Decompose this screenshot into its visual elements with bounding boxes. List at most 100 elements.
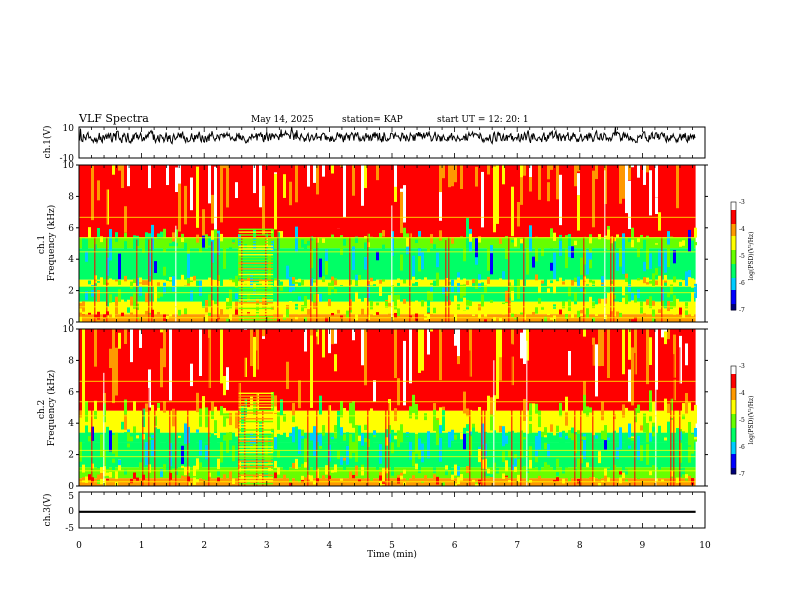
spectrogram-cell <box>541 252 544 273</box>
spectrogram-cell <box>436 289 439 295</box>
spectrogram-cell <box>607 437 610 441</box>
spectrogram-cell <box>274 406 277 414</box>
spectrogram-cell <box>118 165 121 171</box>
spectrogram-cell <box>232 279 235 283</box>
spectrogram-cell <box>667 244 670 267</box>
spectrogram-cell <box>532 403 535 417</box>
spectrogram-cell <box>88 227 91 239</box>
spectrogram-cell <box>640 445 643 461</box>
spectrogram-cell <box>364 165 367 189</box>
spectrogram-cell <box>343 408 346 422</box>
spectrogram-cell <box>403 185 406 221</box>
spectrogram-burst <box>106 166 108 322</box>
spectrogram-tone-line <box>79 285 696 287</box>
spectrogram-cell <box>115 347 118 396</box>
colorbar-cell <box>731 282 736 285</box>
colorbar-cell <box>731 278 736 281</box>
spectrogram-cell <box>205 407 208 428</box>
spectrogram-cell <box>211 194 214 224</box>
spectrogram-cell <box>499 278 502 285</box>
spectrogram-cell <box>208 165 211 204</box>
spectrogram-cell <box>523 165 526 176</box>
ch2-spectrogram-ylabel-channel: ch.2 Frequency (kHz) <box>37 370 57 447</box>
spectrogram-cell <box>160 329 163 333</box>
spectrogram-cell <box>121 282 124 285</box>
spectrogram-burst <box>316 205 318 322</box>
spectrogram-cell <box>376 334 379 352</box>
spectrogram-cell <box>553 252 556 273</box>
colorbar-cell <box>731 398 736 401</box>
spectrogram-cell <box>487 278 490 284</box>
spectrogram-cell <box>94 482 97 485</box>
spectrogram-cell <box>373 278 376 281</box>
spectrogram-cell <box>295 458 298 470</box>
spectrogram-cell <box>580 257 583 275</box>
spectrogram-cell <box>499 329 502 358</box>
spectrogram-cell <box>532 256 535 268</box>
spectrogram-cell <box>148 165 151 189</box>
spectrogram-cell <box>649 432 652 442</box>
spectrogram-cell <box>664 275 667 281</box>
spectrogram-cell <box>352 441 355 453</box>
spectrogram-cell <box>400 424 403 443</box>
spectrogram-cell <box>544 237 547 247</box>
spectrogram-cell <box>571 472 574 479</box>
spectrogram-cell <box>616 447 619 460</box>
spectrogram-cell <box>529 165 532 192</box>
spectrogram-cell <box>601 252 604 262</box>
spectrogram-cell <box>346 310 349 318</box>
spectrogram-cell <box>448 431 451 448</box>
spectrogram-cell <box>100 249 103 264</box>
xtick-label: 3 <box>264 541 270 551</box>
colorbar-cell <box>731 244 736 247</box>
spectrogram-cell <box>616 347 619 408</box>
colorbar-cell <box>731 210 736 213</box>
spectrogram-cell <box>694 435 697 441</box>
spectrogram-cell <box>661 329 664 338</box>
spectrogram-cell <box>571 312 574 315</box>
spectrogram-event-line <box>238 451 274 454</box>
spectrogram-cell <box>337 309 340 314</box>
spectrogram-cell <box>412 283 415 288</box>
spectrogram-cell <box>475 238 478 258</box>
colorbar-cell <box>731 456 736 459</box>
spectrogram-burst <box>349 233 351 322</box>
spectrogram-cell <box>472 423 475 432</box>
spectrogram-cell <box>622 297 625 309</box>
spectrogram-cell <box>280 399 283 416</box>
spectrogram-cell <box>343 329 346 350</box>
colorbar-cell <box>731 382 736 385</box>
spectrogram-cell <box>568 430 571 438</box>
spectrogram-cell <box>667 329 670 340</box>
spectrogram-cell <box>658 275 661 281</box>
spectrogram-burst <box>169 406 171 486</box>
spectrogram-cell <box>478 406 481 418</box>
colorbar-cell <box>731 280 736 283</box>
spectrogram-cell <box>460 284 463 299</box>
spectrogram-cell <box>142 239 145 253</box>
colorbar-cell <box>731 452 736 455</box>
spectrogram-cell <box>79 316 82 322</box>
spectrogram-cell <box>379 279 382 284</box>
spectrogram-cell <box>565 396 568 414</box>
spectrogram-cell <box>364 468 367 472</box>
spectrogram-cell <box>607 285 610 298</box>
time-axis-tick-labels: 0 1 2 3 4 5 6 7 8 9 10 <box>76 541 711 551</box>
spectrogram-cell <box>439 329 442 374</box>
spectrogram-cell <box>688 402 691 418</box>
spectrogram-cell <box>457 477 460 485</box>
xtick-label: 9 <box>640 541 646 551</box>
spectrogram-cell <box>433 244 436 252</box>
spectrogram-burst <box>493 360 495 486</box>
spectrogram-cell <box>631 319 634 322</box>
spectrogram-cell <box>307 240 310 246</box>
figure-title: VLF Spectra <box>78 112 149 125</box>
colorbar-cell <box>731 454 736 457</box>
spectrogram-cell <box>235 182 238 199</box>
colorbar-cell <box>731 224 736 227</box>
date-label: May 14, 2025 <box>251 115 314 125</box>
spectrogram-cell <box>574 292 577 302</box>
spectrogram-cell <box>331 165 334 174</box>
spectrogram-cell <box>439 230 442 241</box>
spectrogram-cell <box>451 433 454 441</box>
